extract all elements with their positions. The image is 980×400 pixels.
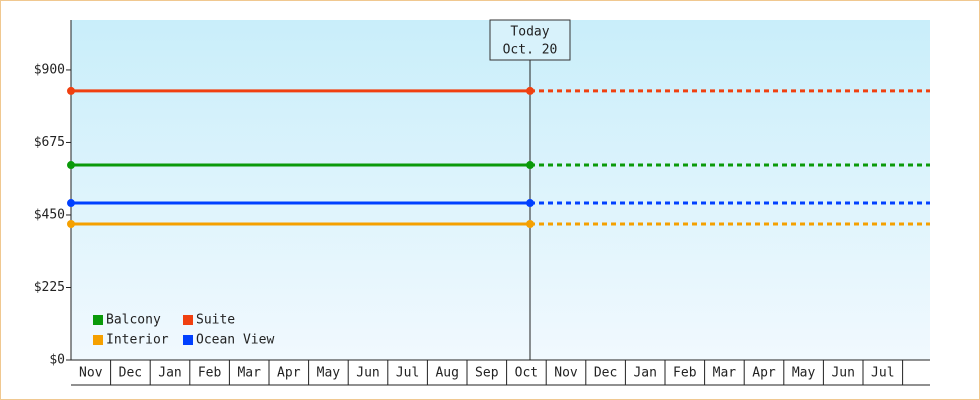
x-tick-label: Mar (237, 366, 261, 381)
legend-label: Ocean View (196, 333, 274, 348)
y-tick-label: $0 (49, 353, 65, 368)
x-tick-label: Aug (435, 366, 458, 381)
x-tick-label: May (317, 366, 341, 381)
x-tick-label: Apr (752, 366, 776, 381)
y-tick-label: $225 (34, 280, 65, 295)
y-tick-label: $675 (34, 135, 65, 150)
y-tick-label: $450 (34, 207, 65, 222)
series-marker (67, 161, 75, 170)
series-marker (67, 199, 75, 208)
x-tick-label: Dec (594, 366, 617, 381)
x-tick-label: Jul (396, 366, 419, 381)
x-tick-label: Jul (871, 366, 894, 381)
legend-swatch (183, 335, 193, 345)
series-marker (526, 86, 534, 95)
legend-swatch (93, 335, 103, 345)
legend-swatch (183, 315, 193, 325)
legend-label: Suite (196, 313, 235, 328)
x-tick-label: Feb (673, 366, 697, 381)
x-tick-label: Sep (475, 366, 499, 381)
x-tick-label: Oct (515, 366, 538, 381)
x-tick-label: Feb (198, 366, 222, 381)
legend-swatch (93, 315, 103, 325)
series-marker (526, 161, 534, 170)
x-tick-label: Nov (554, 366, 578, 381)
legend-label: Interior (106, 333, 169, 348)
today-box (489, 19, 571, 61)
x-tick-label: Mar (713, 366, 737, 381)
x-tick-label: Jun (356, 366, 379, 381)
y-tick-label: $900 (34, 62, 65, 77)
x-tick-label: May (792, 366, 816, 381)
x-tick-label: Jan (158, 366, 181, 381)
series-marker (67, 220, 75, 228)
series-marker (526, 199, 534, 208)
series-marker (526, 220, 534, 228)
plot-area (71, 20, 930, 360)
x-tick-label: Jun (831, 366, 854, 381)
today-date: Oct. 20 (503, 43, 558, 58)
series-marker (67, 86, 75, 95)
today-title: Today (510, 25, 549, 40)
x-tick-label: Jan (633, 366, 656, 381)
x-tick-label: Apr (277, 366, 301, 381)
x-tick-label: Nov (79, 366, 103, 381)
legend-label: Balcony (106, 313, 161, 328)
x-tick-label: Dec (119, 366, 142, 381)
